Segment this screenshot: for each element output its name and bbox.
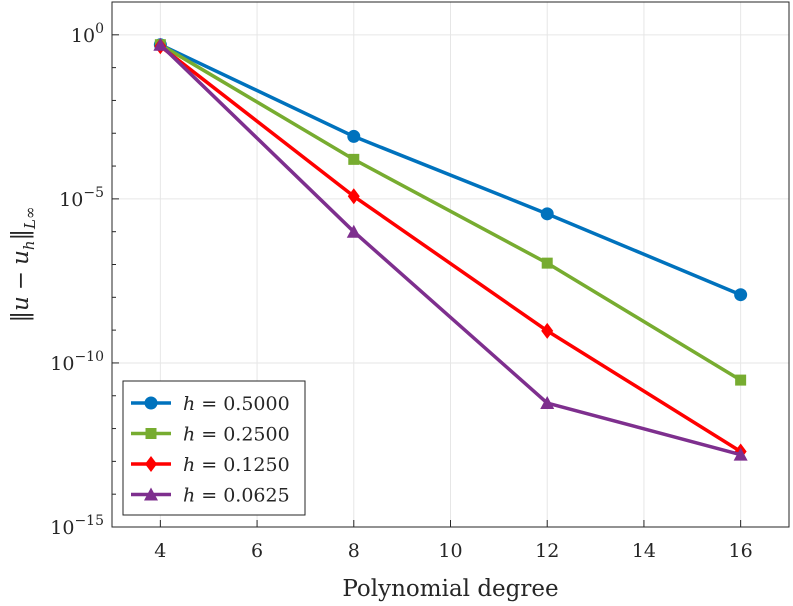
data-point-square — [735, 374, 747, 386]
data-point-square — [541, 257, 553, 269]
x-ticks: 4 6 8 10 12 14 16 — [154, 520, 753, 562]
legend-label: h = 0.0625 — [183, 485, 290, 507]
x-axis-label: Polynomial degree — [342, 576, 558, 602]
x-tick-label: 14 — [632, 540, 656, 562]
y-tick-label: 10−5 — [59, 185, 104, 211]
ylabel-h-sub: h — [20, 240, 38, 250]
legend-label: h = 0.2500 — [183, 424, 290, 446]
data-point-triangle — [540, 396, 555, 410]
data-point-triangle — [346, 224, 361, 238]
x-tick-label: 6 — [251, 540, 263, 562]
ylabel-minus: − — [8, 271, 34, 290]
data-point-circle — [540, 207, 554, 221]
data-point-triangle — [733, 447, 748, 461]
legend-marker-triangle — [144, 487, 158, 501]
x-tick-label: 12 — [535, 540, 559, 562]
legend-item: h = 0.5000 — [131, 393, 290, 415]
ylabel-sub-L: L — [21, 219, 39, 230]
legend-marker-circle — [144, 396, 158, 410]
x-tick-label: 4 — [154, 540, 166, 562]
y-tick-label: 100 — [71, 21, 104, 47]
x-tick-label: 10 — [438, 540, 462, 562]
y-tick-label: 10−15 — [50, 513, 104, 539]
series-line — [159, 44, 742, 453]
data-point-circle — [734, 288, 748, 302]
legend-item: h = 0.2500 — [131, 424, 290, 446]
legend-marker-square — [145, 428, 157, 439]
ylabel-norm-open: ‖ — [8, 311, 34, 323]
legend-label: h = 0.1250 — [183, 454, 290, 476]
data-point-diamond — [347, 188, 360, 205]
y-axis-label: ‖u−uh‖L∞ — [8, 206, 39, 322]
legend-label: h = 0.5000 — [183, 393, 290, 415]
series-line — [159, 43, 742, 382]
data-point-circle — [347, 129, 361, 143]
x-tick-label: 8 — [348, 540, 360, 562]
legend-marker-diamond — [145, 456, 157, 472]
legend-item: h = 0.1250 — [131, 454, 290, 476]
ylabel-sub-inf: ∞ — [21, 206, 39, 219]
series-line — [159, 43, 742, 297]
y-tick-label: 10−10 — [50, 349, 104, 375]
series-group — [153, 37, 748, 461]
series-line — [159, 43, 742, 457]
ylabel-uh: u — [8, 250, 34, 265]
svg-text:‖u−uh‖L∞: ‖u−uh‖L∞ — [8, 206, 39, 322]
x-tick-label: 16 — [729, 540, 753, 562]
data-point-triangle — [153, 37, 168, 51]
ylabel-u: u — [8, 296, 34, 311]
series-triangle — [153, 37, 748, 461]
ylabel-norm-close: ‖ — [8, 229, 34, 241]
legend-item: h = 0.0625 — [131, 485, 290, 507]
legend: h = 0.5000 h = 0.2500 h = 0.1250 h = 0.0625 — [122, 380, 306, 516]
data-point-square — [348, 153, 360, 165]
data-point-diamond — [541, 322, 554, 339]
y-ticks: 100 10−5 10−10 10−15 — [50, 1, 119, 539]
